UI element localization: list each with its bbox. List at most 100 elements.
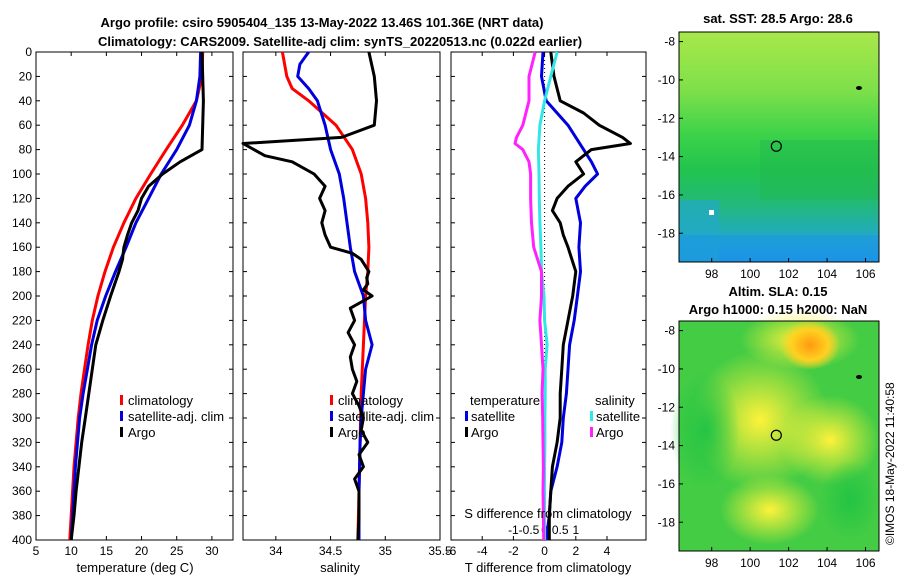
map-x-tick-label: 100 (740, 556, 760, 570)
legend-swatch-t-argo (465, 427, 468, 437)
series-line-argo (69, 51, 205, 541)
legend-swatch-s-argo (590, 427, 593, 437)
y-tick-label: 180 (12, 265, 32, 279)
x-tick-label: 10 (64, 544, 78, 558)
y-tick-label: 300 (12, 411, 32, 425)
map-x-tick-label: 104 (817, 556, 837, 570)
salinity-panel: 34 34.5 35 35.5 (241, 51, 452, 558)
x-tick-label: 15 (100, 544, 114, 558)
map-y-tick-label: -8 (664, 35, 675, 49)
y-tick-label: 120 (12, 191, 32, 205)
map-y-tick-label: -18 (658, 226, 676, 240)
map-frame (678, 31, 880, 263)
map-y-tick-label: -16 (658, 477, 676, 491)
sla-map (670, 310, 880, 551)
y-tick-label: 200 (12, 289, 32, 303)
s-diff-tick-label: -0.5 (519, 523, 540, 537)
difference-legend: temperature satellite Argo salinity sate… (465, 393, 640, 440)
y-tick-label: 320 (12, 435, 32, 449)
figure-title-line2: Climatology: CARS2009. Satellite-adj cli… (98, 34, 582, 49)
legend-label-argo: Argo (128, 425, 155, 440)
sla-map-yellow-blob (720, 475, 820, 545)
y-tick-label: 360 (12, 484, 32, 498)
map-y-tick-label: -12 (658, 111, 676, 125)
legend-swatch-t-satellite (465, 411, 468, 421)
map-y-tick-label: -16 (658, 188, 676, 202)
map-x-tick-label: 100 (740, 267, 760, 281)
sst-map-title: sat. SST: 28.5 Argo: 28.6 (703, 11, 853, 26)
y-tick-label: 40 (19, 94, 33, 108)
x-tick-label: 20 (135, 544, 149, 558)
y-tick-label: 380 (12, 509, 32, 523)
x-tick-label: 30 (205, 544, 219, 558)
sla-map-green-blob (820, 460, 880, 540)
legend-swatch-climatology (120, 395, 123, 405)
legend-swatch-climatology (330, 395, 333, 405)
panel-frame (450, 51, 647, 541)
x-tick-label: 4 (604, 544, 611, 558)
x-tick-label: -6 (446, 544, 457, 558)
figure-title-line1: Argo profile: csiro 5905404_135 13-May-2… (101, 15, 544, 30)
difference-panel: -6 -4 -2 0 2 4-1 -0.5 0 0.5 1 (446, 51, 647, 558)
map-x-tick-label: 98 (705, 556, 719, 570)
legend-label-satellite: satellite-adj. clim (338, 409, 434, 424)
legend-label-s-argo: Argo (596, 425, 623, 440)
argo-location-marker (770, 140, 782, 152)
sla-map-axes: 98 100 102 104 106 -8 -10 -12 -14 -16 -18 (658, 320, 880, 570)
x-tick-label: 25 (170, 544, 184, 558)
x-tick-label: 2 (572, 544, 579, 558)
legend-swatch-argo (330, 427, 333, 437)
sst-map (679, 32, 879, 262)
legend-label-t-satellite: satellite (471, 409, 515, 424)
x-tick-label: 35.5 (428, 544, 452, 558)
series-line-argo (241, 51, 378, 541)
series-line-satellite-adj--clim (69, 51, 203, 541)
panel-frame (35, 51, 234, 541)
series-line-s-argo (513, 51, 546, 541)
sst-map-axes: 98 100 102 104 106 -8 -10 -12 -14 -16 -18 (658, 31, 880, 281)
map-frame (678, 320, 880, 552)
s-diff-tick-label: 1 (572, 523, 579, 537)
salinity-legend: climatology satellite-adj. clim Argo (330, 393, 434, 440)
map-y-tick-label: -12 (658, 400, 676, 414)
sla-map-title-line1: Altim. SLA: 0.15 (729, 284, 828, 299)
map-x-tick-label: 104 (817, 267, 837, 281)
x-tick-label: 5 (33, 544, 40, 558)
sla-map-island (856, 375, 862, 379)
s-diff-tick-label: -1 (508, 523, 519, 537)
difference-xlabel: T difference from climatology (465, 560, 632, 575)
sla-map-orange-blob (780, 320, 840, 370)
temperature-panel: 0 20 40 60 80 100 120 140 160 180 200 220 240 260 280 3… (12, 45, 234, 558)
legend-label-climatology: climatology (128, 393, 194, 408)
imos-credit: ©IMOS 18-May-2022 11:40:58 (883, 382, 897, 545)
map-x-tick-label: 98 (705, 267, 719, 281)
map-y-tick-label: -18 (658, 515, 676, 529)
legend-swatch-satellite (120, 411, 123, 421)
series-line-t-argo (547, 51, 632, 540)
y-tick-label: 280 (12, 387, 32, 401)
y-tick-label: 220 (12, 313, 32, 327)
map-y-tick-label: -10 (658, 73, 676, 87)
x-tick-label: 34.5 (319, 544, 343, 558)
x-tick-label: 34 (269, 544, 283, 558)
map-x-tick-label: 102 (779, 556, 799, 570)
x-tick-label: 35 (379, 544, 393, 558)
legend-label-climatology: climatology (338, 393, 404, 408)
map-y-tick-label: -14 (658, 150, 676, 164)
panel-frame (242, 51, 441, 541)
sst-map-island (856, 86, 862, 90)
map-y-tick-label: -10 (658, 362, 676, 376)
sla-map-green-blob (670, 370, 740, 490)
difference-top-xlabel: S difference from climatology (464, 506, 632, 521)
legend-title-temperature: temperature (470, 393, 540, 408)
temperature-legend: climatology satellite-adj. clim Argo (120, 393, 224, 440)
map-x-tick-label: 106 (856, 556, 876, 570)
y-tick-label: 20 (19, 69, 33, 83)
y-tick-label: 160 (12, 240, 32, 254)
y-tick-label: 340 (12, 460, 32, 474)
y-tick-label: 140 (12, 216, 32, 230)
legend-label-argo: Argo (338, 425, 365, 440)
y-tick-label: 0 (25, 45, 32, 59)
series-line-climatology (280, 51, 371, 541)
series-line-t-satellite (540, 51, 600, 541)
